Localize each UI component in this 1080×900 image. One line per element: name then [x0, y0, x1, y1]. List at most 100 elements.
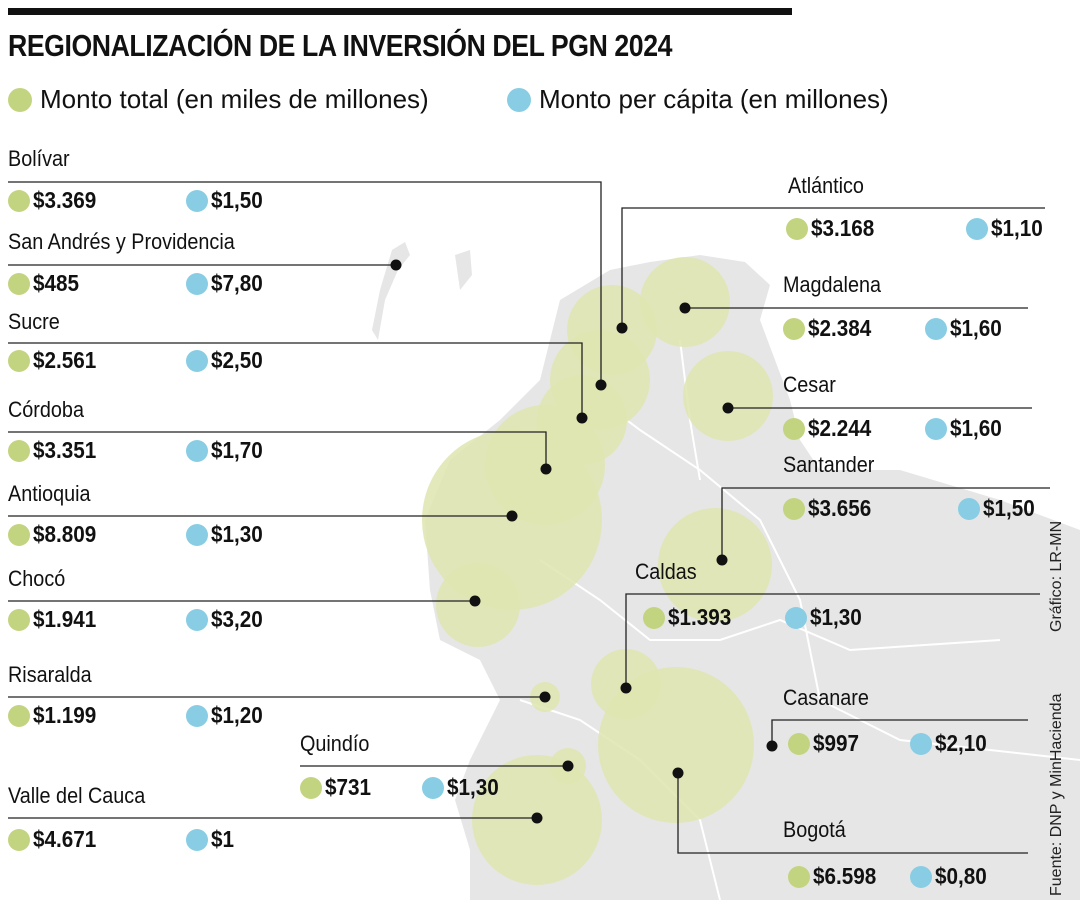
- total-amount: $3.168: [811, 215, 875, 241]
- bubble: [683, 351, 773, 441]
- page-title: REGIONALIZACIÓN DE LA INVERSIÓN DEL PGN …: [8, 28, 672, 63]
- border-line: [599, 399, 1080, 761]
- location-dot: [540, 463, 552, 475]
- location-dot: [766, 740, 778, 752]
- green-dot-icon: [8, 829, 30, 851]
- bubble: [598, 667, 754, 823]
- per-capita-amount: $1: [211, 826, 235, 852]
- blue-dot-icon: [186, 829, 208, 851]
- blue-dot-icon: [966, 218, 988, 240]
- green-dot-icon: [8, 350, 30, 372]
- region-label: Quindío: [300, 731, 370, 756]
- per-capita-amount: $1,70: [211, 437, 263, 463]
- location-dot: [506, 510, 518, 522]
- per-capita-amount: $2,10: [935, 730, 987, 756]
- blue-dot-icon: [186, 350, 208, 372]
- legend-per-capita: Monto per cápita (en millones): [507, 84, 889, 115]
- leader-line: [8, 181, 602, 385]
- per-capita-amount: $2,50: [211, 347, 263, 373]
- location-dot: [716, 554, 728, 566]
- region-label: Caldas: [635, 559, 697, 584]
- location-dot: [620, 682, 632, 694]
- per-capita-amount: $1,60: [950, 415, 1002, 441]
- green-dot-icon: [8, 705, 30, 727]
- location-dot: [390, 259, 402, 271]
- region-label: Atlántico: [788, 173, 864, 198]
- blue-dot-icon: [422, 777, 444, 799]
- blue-dot-icon: [785, 607, 807, 629]
- leader-line: [677, 773, 1028, 854]
- leader-lines: [8, 181, 1050, 854]
- per-capita-amount: $1,30: [810, 604, 862, 630]
- total-amount: $1.199: [33, 702, 97, 728]
- green-dot-icon: [783, 498, 805, 520]
- leader-line: [8, 342, 583, 418]
- region-label: Cesar: [783, 372, 836, 397]
- green-dot-icon: [786, 218, 808, 240]
- legend-label: Monto per cápita (en millones): [539, 84, 889, 114]
- blue-dot-icon: [186, 524, 208, 546]
- region-label: San Andrés y Providencia: [8, 229, 235, 254]
- location-dot: [672, 767, 684, 779]
- per-capita-amount: $1,30: [447, 774, 499, 800]
- total-amount: $997: [813, 730, 860, 756]
- location-dot: [576, 412, 588, 424]
- blue-dot-icon: [925, 318, 947, 340]
- blue-dot-icon: [910, 733, 932, 755]
- blue-dot-icon: [186, 440, 208, 462]
- region-label: Chocó: [8, 566, 66, 591]
- per-capita-amount: $1,50: [211, 187, 263, 213]
- total-amount: $4.671: [33, 826, 97, 852]
- blue-dot-icon: [186, 273, 208, 295]
- total-amount: $6.598: [813, 863, 877, 889]
- green-dot-icon: [643, 607, 665, 629]
- per-capita-amount: $3,20: [211, 606, 263, 632]
- total-amount: $2.561: [33, 347, 97, 373]
- green-dot-icon: [783, 318, 805, 340]
- region-label: Risaralda: [8, 662, 92, 687]
- blue-dot-icon: [186, 190, 208, 212]
- per-capita-amount: $1,60: [950, 315, 1002, 341]
- location-dot: [562, 760, 574, 772]
- location-dot: [616, 322, 628, 334]
- per-capita-amount: $1,50: [983, 495, 1035, 521]
- graphic-credit: Gráfico: LR-MN: [1048, 520, 1065, 632]
- total-amount: $1.393: [668, 604, 732, 630]
- blue-dot-icon: [910, 866, 932, 888]
- per-capita-amount: $1,10: [991, 215, 1043, 241]
- green-dot-icon: [8, 273, 30, 295]
- total-amount: $3.369: [33, 187, 97, 213]
- legend-label: Monto total (en miles de millones): [40, 84, 429, 114]
- total-amount: $731: [325, 774, 372, 800]
- green-dot-icon: [8, 440, 30, 462]
- location-dot: [539, 691, 551, 703]
- total-amount: $3.351: [33, 437, 97, 463]
- green-dot-icon: [8, 190, 30, 212]
- location-dot: [722, 402, 734, 414]
- leader-line: [721, 487, 1050, 560]
- green-dot-icon: [8, 609, 30, 631]
- total-amount: $1.941: [33, 606, 97, 632]
- leader-line: [771, 719, 1028, 746]
- green-dot-icon: [788, 866, 810, 888]
- location-dot: [531, 812, 543, 824]
- total-amount: $485: [33, 270, 80, 296]
- region-label: Casanare: [783, 685, 869, 710]
- per-capita-amount: $0,80: [935, 863, 987, 889]
- region-label: Santander: [783, 452, 875, 477]
- region-label: Córdoba: [8, 397, 84, 422]
- blue-dot-icon: [186, 705, 208, 727]
- border-line: [539, 559, 1001, 652]
- per-capita-amount: $7,80: [211, 270, 263, 296]
- total-amount: $2.244: [808, 415, 872, 441]
- leader-line: [625, 593, 1040, 688]
- green-dot-icon: [8, 87, 32, 112]
- per-capita-amount: $1,20: [211, 702, 263, 728]
- green-dot-icon: [300, 777, 322, 799]
- location-dot: [679, 302, 691, 314]
- providencia-island: [455, 250, 472, 290]
- green-dot-icon: [783, 418, 805, 440]
- green-dot-icon: [8, 524, 30, 546]
- region-label: Antioquia: [8, 481, 91, 506]
